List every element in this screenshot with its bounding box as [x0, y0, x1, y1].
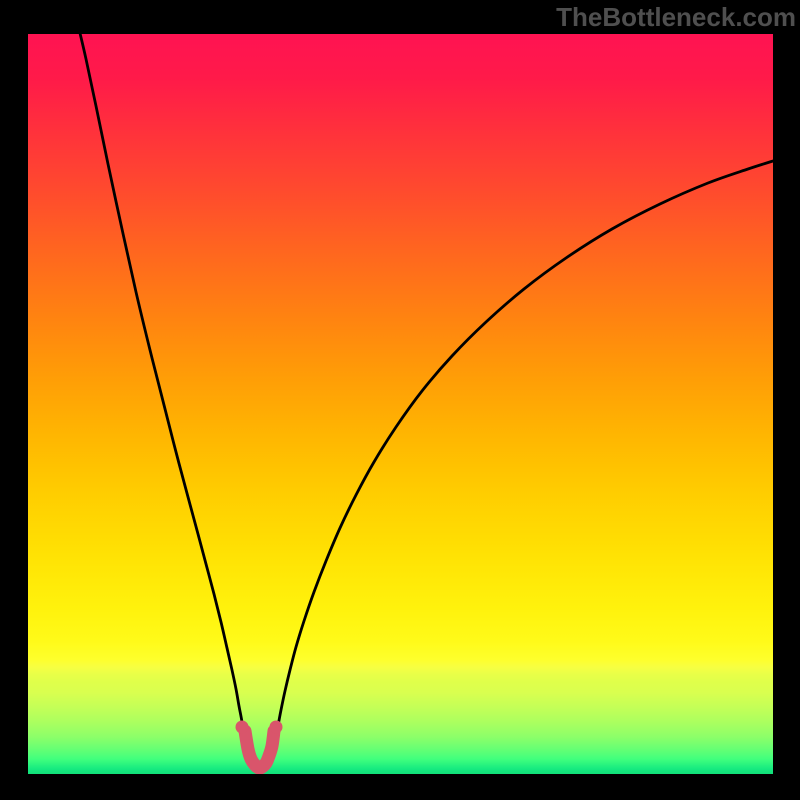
curves-layer [28, 34, 773, 774]
optimum-marker-u [245, 731, 274, 768]
watermark-text: TheBottleneck.com [556, 2, 796, 33]
chart-frame: TheBottleneck.com [0, 0, 800, 800]
bottleneck-curve-left [79, 34, 244, 738]
optimum-marker-dot-right [270, 721, 283, 734]
optimum-marker-dot-left [236, 721, 249, 734]
plot-area [28, 34, 773, 774]
bottleneck-curve-right [276, 161, 773, 738]
